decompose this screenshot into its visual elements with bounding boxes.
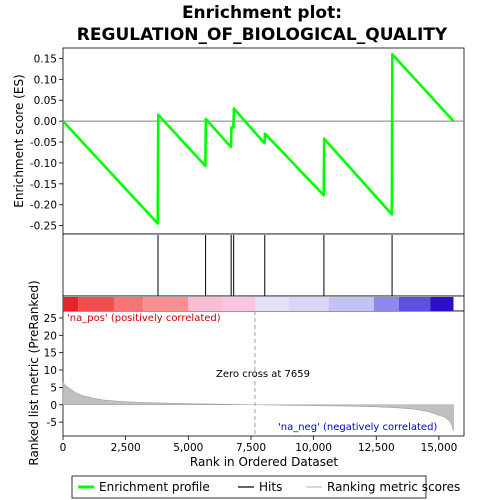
metric-y-axis-label: Ranked list metric (PreRanked) xyxy=(27,280,41,465)
hits-panel-frame xyxy=(62,233,465,297)
es-y-tick-label: -0.15 xyxy=(30,179,57,191)
metric-y-tick-label: 0 xyxy=(50,400,57,412)
heatmap-segment xyxy=(188,297,224,311)
heatmap-segment xyxy=(254,297,289,311)
neg-correlated-label: 'na_neg' (negatively correlated) xyxy=(278,422,437,433)
ranking-metric-area xyxy=(62,381,454,431)
metric-y-tick-label: -5 xyxy=(47,417,57,429)
x-tick-label: 2,500 xyxy=(111,442,141,454)
heatmap-segment xyxy=(328,297,374,311)
x-tick-label: 0 xyxy=(60,442,67,454)
es-y-tick-label: 0.00 xyxy=(34,116,57,128)
es-y-tick-label: 0.15 xyxy=(34,53,57,65)
enrichment-profile-line xyxy=(62,52,455,225)
heatmap-segment xyxy=(373,297,399,311)
zero-cross-label: Zero cross at 7659 xyxy=(216,369,310,380)
es-y-tick-label: 0.05 xyxy=(34,95,57,107)
metric-y-tick-label: 25 xyxy=(44,313,57,325)
chart-title-line1: Enrichment plot: xyxy=(182,3,342,23)
x-tick-label: 7,500 xyxy=(236,442,266,454)
x-tick-label: 12,500 xyxy=(358,442,395,454)
legend-label: Enrichment profile xyxy=(99,480,210,494)
chart-title-line2: REGULATION_OF_BIOLOGICAL_QUALITY xyxy=(77,25,448,45)
heatmap-segment xyxy=(143,297,189,311)
es-y-axis-label: Enrichment score (ES) xyxy=(12,74,26,207)
pos-correlated-label: 'na_pos' (positively correlated) xyxy=(67,313,221,324)
es-y-tick-label: -0.05 xyxy=(30,137,57,149)
x-tick-label: 5,000 xyxy=(173,442,203,454)
legend-label: Ranking metric scores xyxy=(327,480,460,494)
metric-y-tick-label: 10 xyxy=(44,365,57,377)
es-y-tick-label: -0.10 xyxy=(30,158,57,170)
metric-y-tick-label: 15 xyxy=(44,348,57,360)
metric-y-tick-label: 5 xyxy=(50,382,57,394)
metric-y-tick-label: 20 xyxy=(44,330,57,342)
heatmap-segment xyxy=(223,297,255,311)
heatmap-segment xyxy=(63,297,79,311)
legend-label: Hits xyxy=(259,480,282,494)
es-y-tick-label: -0.25 xyxy=(30,221,57,233)
heatmap-segment xyxy=(78,297,115,311)
heatmap-segment xyxy=(114,297,144,311)
x-tick-label: 10,000 xyxy=(295,442,332,454)
heatmap-segment xyxy=(288,297,329,311)
es-y-tick-label: -0.20 xyxy=(30,200,57,212)
x-tick-label: 15,000 xyxy=(421,442,458,454)
heatmap-segment xyxy=(398,297,431,311)
es-y-tick-label: 0.10 xyxy=(34,74,57,86)
heatmap-segment xyxy=(430,297,454,311)
x-axis-label: Rank in Ordered Dataset xyxy=(190,455,338,469)
